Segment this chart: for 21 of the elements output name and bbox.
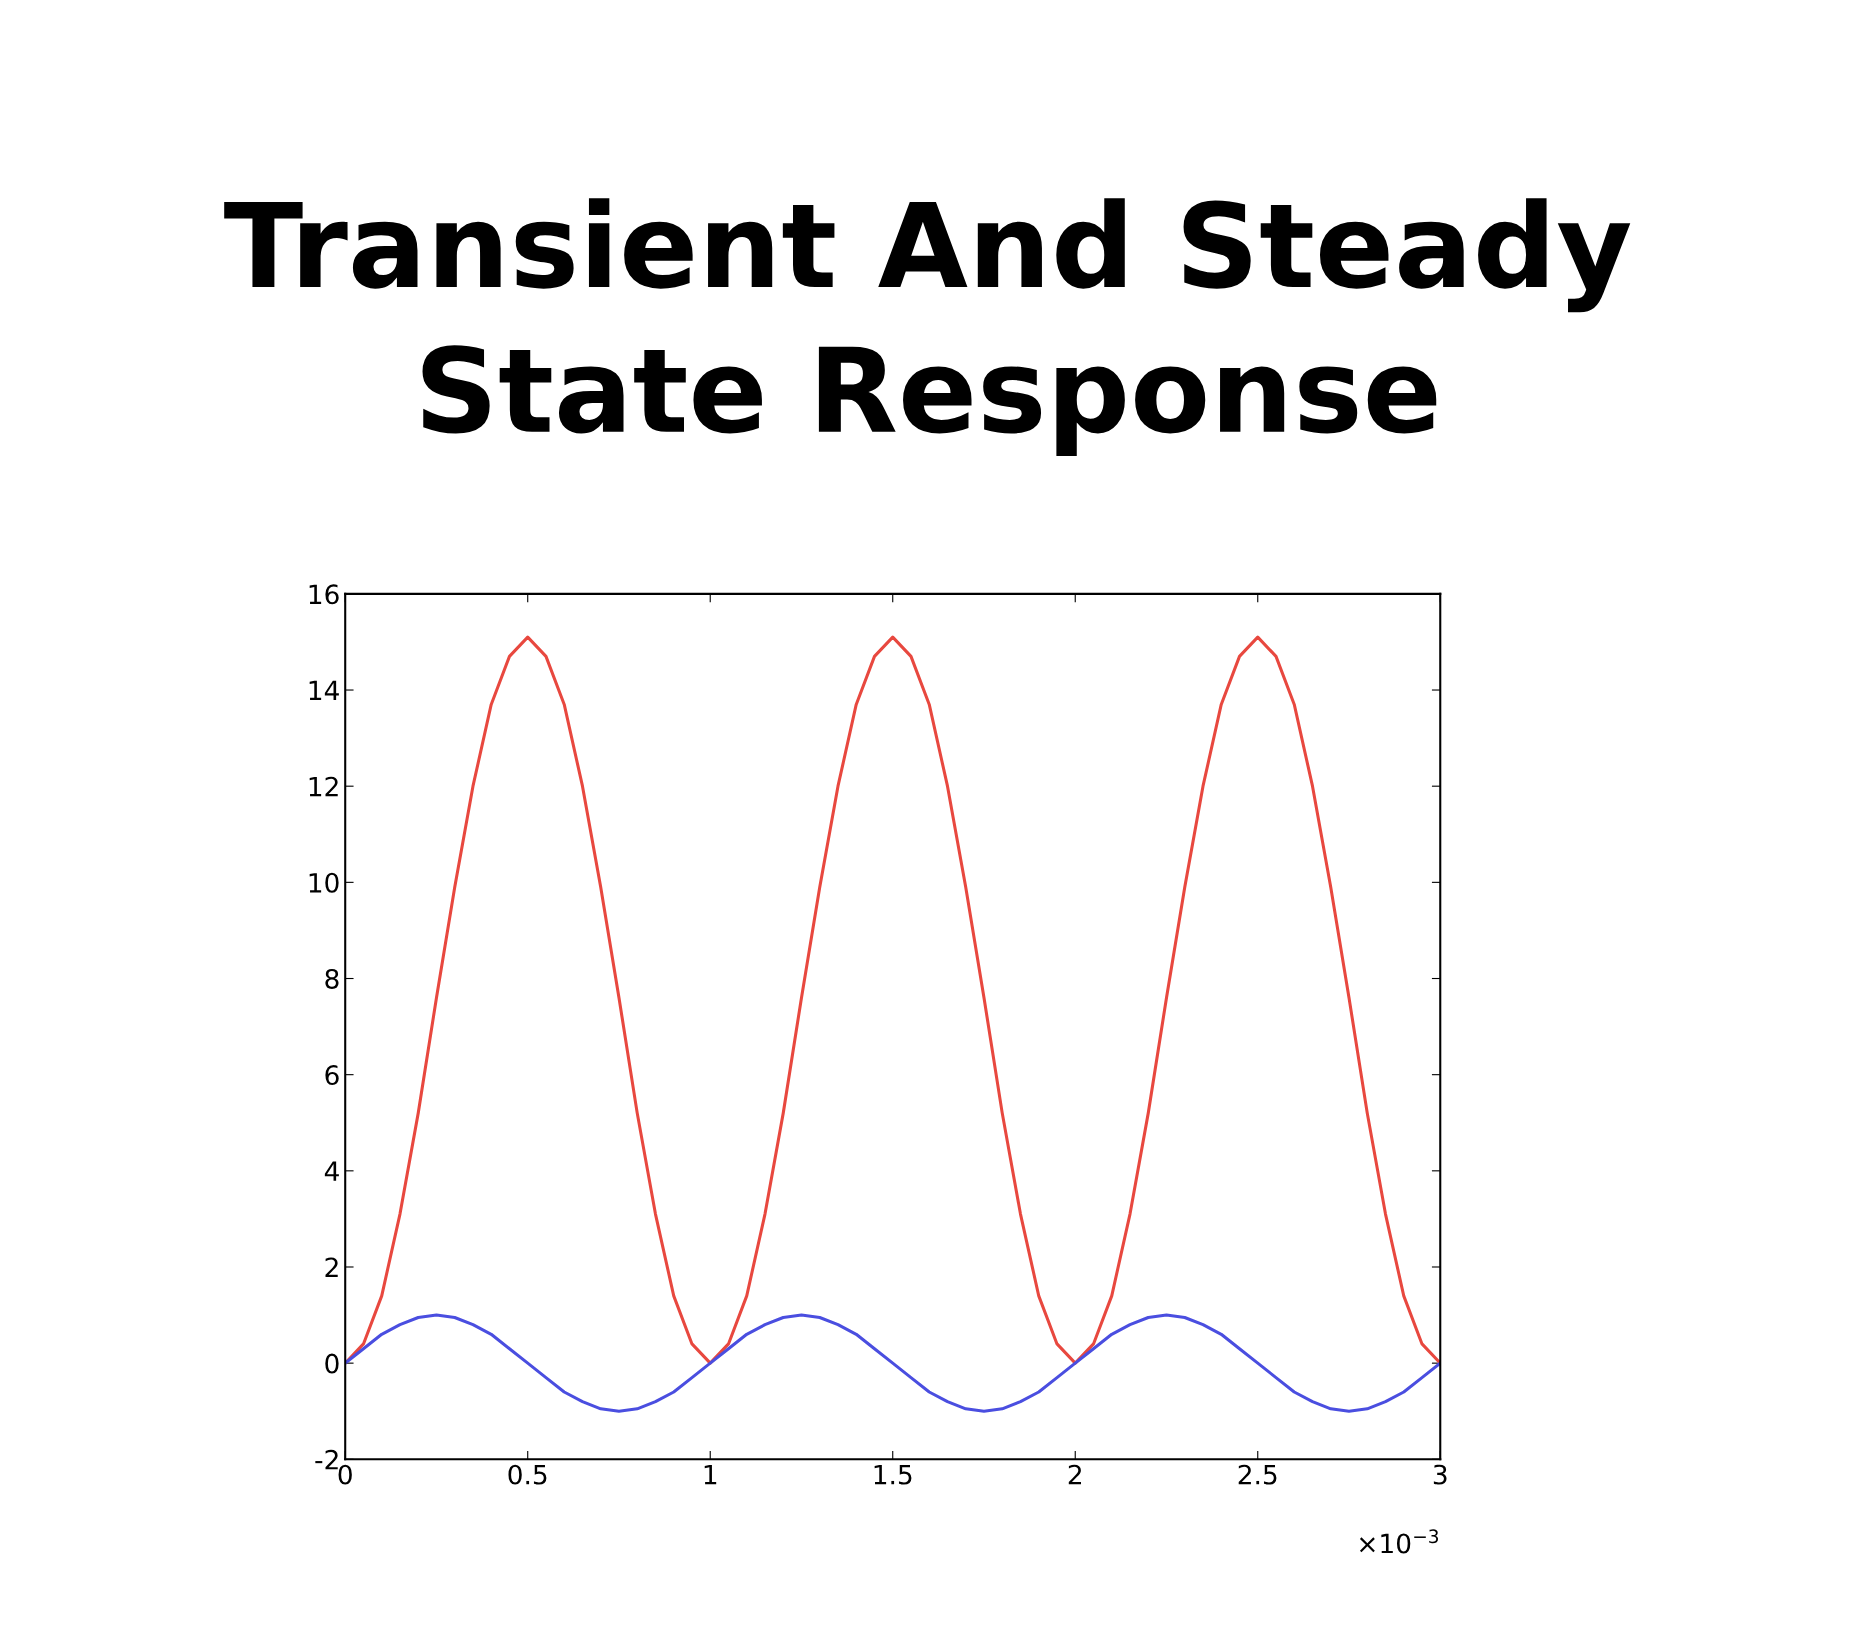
- y-tick-label: 12: [309, 776, 338, 797]
- x-tick-label: 3: [1433, 1464, 1447, 1485]
- y-tick-label: 0: [325, 1353, 339, 1374]
- y-tick-label: 6: [325, 1065, 339, 1086]
- x-tick-label: 1: [704, 1464, 717, 1485]
- x-tick-label: 0: [338, 1464, 352, 1485]
- x-tick-label: 2.5: [1238, 1464, 1277, 1485]
- chart-title: Transient And Steady State Response: [224, 198, 1631, 457]
- line-series: [345, 635, 1441, 1365]
- y-tick-label: 2: [325, 1257, 338, 1278]
- x-tick-label: 0.5: [508, 1464, 547, 1485]
- y-tick-label: -2: [315, 1449, 338, 1470]
- y-tick-label: 8: [325, 968, 339, 989]
- y-tick-label: 10: [309, 872, 339, 893]
- y-tick-label: 4: [324, 1161, 339, 1181]
- y-tick-label: 14: [309, 680, 339, 701]
- x-tick-label: 2: [1068, 1464, 1081, 1485]
- text: ×10$^{−3}$: [1359, 1529, 1439, 1554]
- line-series: [345, 1313, 1441, 1413]
- x-tick-label: 1.5: [874, 1464, 912, 1485]
- y-tick-label: 16: [309, 584, 339, 605]
